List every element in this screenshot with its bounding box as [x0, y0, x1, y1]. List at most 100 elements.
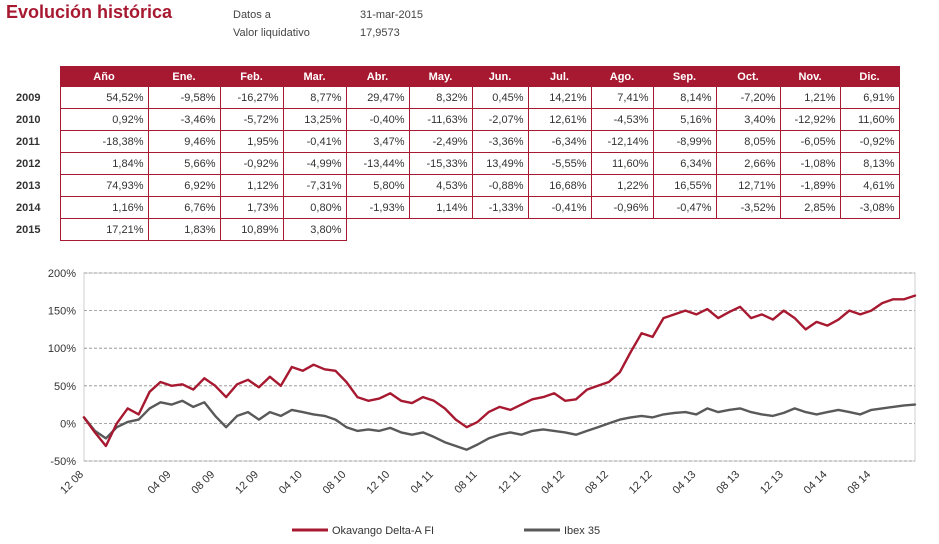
- return-cell: -2,49%: [408, 130, 473, 153]
- return-cell: 5,66%: [147, 152, 221, 175]
- table-header-row: Año Ene. Feb. Mar. Abr. May. Jun. Jul. A…: [14, 66, 900, 87]
- empty-cell: [409, 219, 472, 241]
- x-tick-label: 04 12: [539, 469, 567, 497]
- x-tick-label: 04 14: [802, 469, 830, 497]
- chart-legend: Okavango Delta-A FI Ibex 35: [292, 525, 600, 537]
- row-year: 2015: [16, 223, 41, 236]
- return-cell: -18,38%: [59, 130, 149, 153]
- return-cell: 54,52%: [59, 86, 149, 109]
- return-cell: 4,53%: [408, 174, 473, 197]
- x-tick-label: 12 09: [233, 469, 261, 497]
- x-tick-label: 12 12: [627, 469, 655, 497]
- table-row: 2013 74,93% 6,92% 1,12% -7,31% 5,80% 4,53% -0,8…: [14, 174, 900, 197]
- x-tick-label: 04 10: [277, 469, 305, 497]
- valor-liquidativo-value: 17,9573: [360, 27, 400, 39]
- legend-label: Okavango Delta-A FI: [332, 525, 434, 537]
- return-cell: 1,12%: [219, 174, 284, 197]
- valor-liquidativo-label: Valor liquidativo: [233, 27, 310, 39]
- return-cell: 4,61%: [839, 174, 900, 197]
- column-header: May.: [408, 66, 473, 87]
- table-row: 2010 0,92% -3,46% -5,72% 13,25% -0,40% -11,63%…: [14, 108, 900, 131]
- return-cell: -2,07%: [471, 108, 529, 131]
- y-tick-label: 150%: [48, 306, 76, 318]
- return-cell: 13,49%: [471, 152, 529, 175]
- y-axis: -50% 0% 50% 100% 150% 200%: [48, 268, 76, 468]
- return-cell: 9,46%: [147, 130, 221, 153]
- return-cell: -5,55%: [527, 152, 592, 175]
- return-cell: 1,84%: [59, 152, 149, 175]
- return-cell: -8,99%: [652, 130, 717, 153]
- return-cell: 11,60%: [590, 152, 654, 175]
- return-cell: -12,92%: [779, 108, 841, 131]
- return-cell: 8,13%: [839, 152, 900, 175]
- return-cell: 0,80%: [282, 196, 347, 219]
- empty-cell: [653, 219, 716, 241]
- return-cell: 6,34%: [652, 152, 717, 175]
- return-cell: 1,73%: [219, 196, 284, 219]
- return-cell: 16,55%: [652, 174, 717, 197]
- row-year: 2011: [16, 135, 40, 148]
- empty-cell: [346, 219, 409, 241]
- return-cell: 5,80%: [345, 174, 410, 197]
- return-cell: 8,14%: [652, 86, 717, 109]
- x-tick-label: 04 09: [146, 469, 174, 497]
- return-cell: -1,89%: [779, 174, 841, 197]
- column-header: Abr.: [345, 66, 410, 87]
- return-cell: 8,32%: [408, 86, 473, 109]
- year-header: [14, 66, 60, 87]
- table-row: 2012 1,84% 5,66% -0,92% -4,99% -13,44% -15,33%…: [14, 152, 900, 175]
- column-header: Nov.: [779, 66, 841, 87]
- return-cell: 1,14%: [408, 196, 473, 219]
- return-cell: -6,05%: [779, 130, 841, 153]
- return-cell: 11,60%: [839, 108, 900, 131]
- return-cell: 1,22%: [590, 174, 654, 197]
- return-cell: -7,31%: [282, 174, 347, 197]
- table-row: 2009 54,52% -9,58% -16,27% 8,77% 29,47% 8,32% 0…: [14, 86, 900, 109]
- return-cell: -1,08%: [779, 152, 841, 175]
- return-cell: -3,46%: [147, 108, 221, 131]
- series-line-ibex: [82, 399, 917, 451]
- x-tick-label: 12 08: [58, 469, 86, 497]
- return-cell: 2,66%: [715, 152, 781, 175]
- y-tick-label: 100%: [48, 343, 76, 355]
- column-header: Mar.: [282, 66, 347, 87]
- return-cell: -0,92%: [219, 152, 284, 175]
- column-header: Feb.: [219, 66, 284, 87]
- return-cell: 12,61%: [527, 108, 592, 131]
- x-tick-label: 08 14: [845, 469, 873, 497]
- chart-lines: [82, 294, 917, 451]
- return-cell: -0,40%: [345, 108, 410, 131]
- return-cell: -1,33%: [471, 196, 529, 219]
- x-tick-label: 12 13: [758, 469, 786, 497]
- row-year: 2009: [16, 91, 41, 104]
- return-cell: 3,80%: [282, 218, 347, 241]
- chart-grid: [83, 272, 916, 462]
- return-cell: -3,08%: [839, 196, 900, 219]
- x-tick-label: 08 11: [452, 469, 479, 496]
- return-cell: -0,92%: [839, 130, 900, 153]
- datos-label: Datos a: [233, 9, 271, 21]
- return-cell: -3,36%: [471, 130, 529, 153]
- empty-cell: [716, 219, 780, 241]
- column-header: Ene.: [147, 66, 221, 87]
- return-cell: 7,41%: [590, 86, 654, 109]
- return-cell: 8,77%: [282, 86, 347, 109]
- x-tick-label: 08 09: [189, 469, 217, 497]
- x-tick-label: 04 11: [409, 469, 436, 496]
- legend-label: Ibex 35: [564, 525, 600, 537]
- row-year: 2010: [16, 113, 41, 126]
- row-year: 2014: [16, 201, 41, 214]
- return-cell: 5,16%: [652, 108, 717, 131]
- page-title: Evolución histórica: [6, 2, 173, 22]
- return-cell: 6,92%: [147, 174, 221, 197]
- return-cell: 74,93%: [59, 174, 149, 197]
- return-cell: -0,47%: [652, 196, 717, 219]
- x-tick-label: 12 10: [364, 469, 392, 497]
- y-tick-label: 50%: [54, 381, 76, 393]
- return-cell: -16,27%: [219, 86, 284, 109]
- table-row: 2014 1,16% 6,76% 1,73% 0,80% -1,93% 1,14% -1,33…: [14, 196, 900, 219]
- return-cell: -0,96%: [590, 196, 654, 219]
- y-tick-label: 200%: [48, 268, 76, 280]
- return-cell: -4,99%: [282, 152, 347, 175]
- return-cell: 17,21%: [59, 218, 149, 241]
